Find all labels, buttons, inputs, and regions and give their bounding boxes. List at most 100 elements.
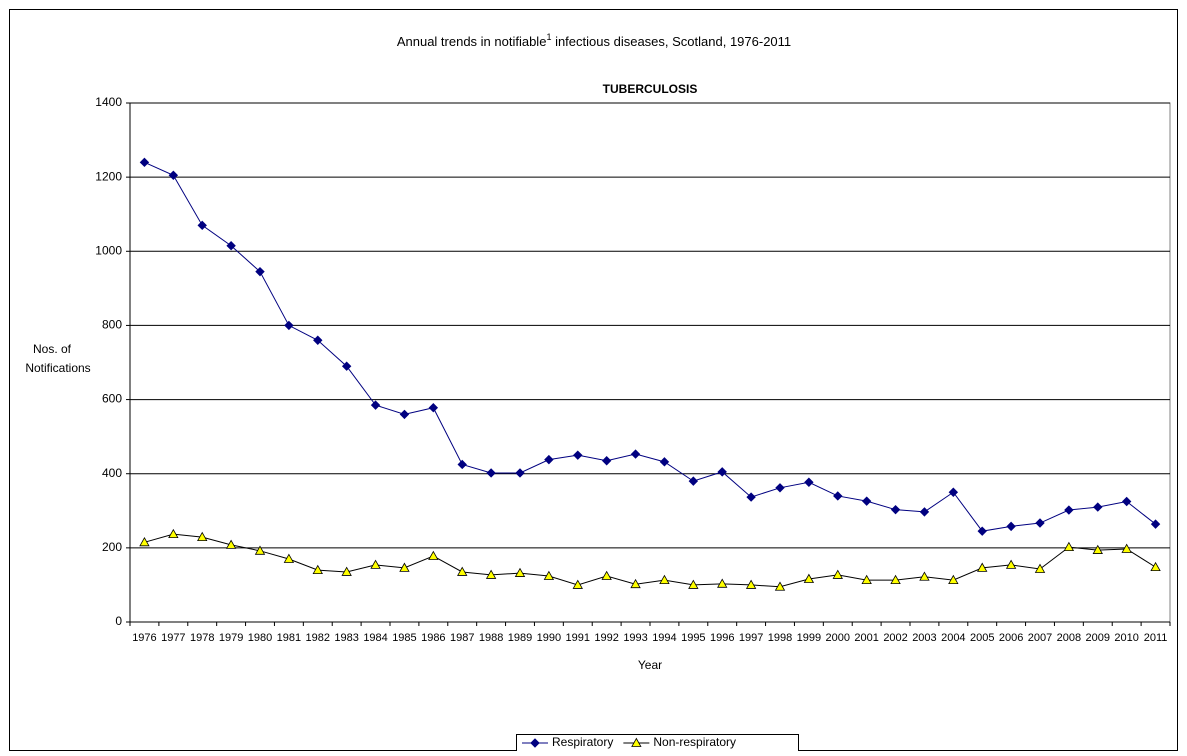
data-point bbox=[1121, 496, 1132, 507]
data-point bbox=[514, 567, 526, 577]
data-point bbox=[630, 578, 641, 589]
title-superscript: 1 bbox=[546, 32, 551, 42]
data-point bbox=[399, 409, 410, 420]
data-point bbox=[515, 468, 525, 478]
data-point bbox=[1092, 544, 1103, 554]
data-point bbox=[601, 456, 612, 466]
data-point bbox=[284, 320, 294, 331]
x-tick-label: 2011 bbox=[1144, 632, 1168, 644]
x-tick-label: 2003 bbox=[912, 632, 936, 644]
data-point bbox=[861, 574, 872, 585]
data-point bbox=[486, 468, 496, 478]
data-point bbox=[313, 335, 323, 345]
data-point bbox=[948, 487, 959, 497]
chart-title: Annual trends in notifiable1 infectious … bbox=[397, 32, 791, 49]
legend-label: Respiratory bbox=[552, 735, 613, 749]
data-point bbox=[428, 550, 439, 560]
x-tick-label: 1984 bbox=[363, 632, 387, 644]
data-point bbox=[1121, 543, 1132, 553]
data-point bbox=[1005, 559, 1017, 569]
legend-marker bbox=[631, 737, 642, 747]
chart-subtitle: TUBERCULOSIS bbox=[603, 82, 698, 96]
x-tick-label: 1976 bbox=[132, 632, 156, 644]
data-point bbox=[197, 531, 208, 542]
data-point bbox=[977, 562, 988, 572]
data-point bbox=[803, 573, 815, 583]
data-point bbox=[804, 477, 814, 487]
y-tick-label: 1000 bbox=[95, 243, 122, 257]
title-part: Annual trends in notifiable bbox=[397, 34, 547, 49]
data-point bbox=[485, 569, 497, 579]
data-point bbox=[572, 579, 583, 589]
data-point bbox=[833, 491, 843, 501]
y-tick-label: 800 bbox=[102, 318, 122, 332]
x-axis-label: Year bbox=[638, 658, 662, 672]
x-tick-label: 1981 bbox=[277, 632, 301, 644]
data-point bbox=[370, 400, 381, 410]
chart-frame bbox=[9, 9, 1178, 751]
data-point bbox=[659, 574, 670, 585]
x-tick-label: 2007 bbox=[1028, 632, 1052, 644]
data-point bbox=[890, 504, 901, 515]
data-point bbox=[341, 361, 352, 371]
data-point bbox=[832, 569, 843, 579]
x-tick-label: 1978 bbox=[190, 632, 214, 644]
data-point bbox=[1093, 502, 1103, 512]
data-point bbox=[861, 496, 872, 506]
data-point bbox=[428, 403, 439, 413]
x-tick-label: 1989 bbox=[508, 632, 532, 644]
y-axis-label: Nos. of bbox=[33, 342, 72, 356]
data-point bbox=[254, 545, 266, 555]
data-point bbox=[1150, 519, 1161, 529]
data-point bbox=[1064, 505, 1074, 515]
legend-label: Non-respiratory bbox=[653, 735, 736, 749]
x-tick-label: 1982 bbox=[306, 632, 330, 644]
x-tick-label: 2006 bbox=[999, 632, 1023, 644]
x-tick-label: 1994 bbox=[652, 632, 676, 644]
data-point bbox=[399, 562, 410, 572]
data-point bbox=[255, 266, 265, 277]
data-point bbox=[745, 579, 757, 589]
data-point bbox=[659, 457, 670, 467]
data-point bbox=[168, 528, 179, 539]
x-tick-label: 2010 bbox=[1114, 632, 1138, 644]
x-tick-label: 1986 bbox=[421, 632, 445, 644]
x-tick-label: 1987 bbox=[450, 632, 474, 644]
data-point bbox=[139, 157, 150, 168]
title-part: infectious diseases, Scotland, 1976-2011 bbox=[551, 34, 791, 49]
x-tick-label: 2004 bbox=[941, 632, 965, 644]
x-tick-label: 1980 bbox=[248, 632, 272, 644]
x-tick-label: 2001 bbox=[854, 632, 878, 644]
y-tick-label: 200 bbox=[102, 540, 122, 554]
series-line bbox=[144, 161, 1156, 532]
x-tick-label: 2008 bbox=[1057, 632, 1081, 644]
data-point bbox=[312, 564, 323, 574]
data-point bbox=[630, 449, 641, 459]
y-tick-label: 1400 bbox=[95, 95, 122, 109]
data-point bbox=[977, 526, 987, 536]
x-tick-label: 1985 bbox=[392, 632, 416, 644]
y-axis-label: Notifications bbox=[25, 361, 90, 375]
data-point bbox=[543, 570, 555, 580]
x-tick-label: 1991 bbox=[566, 632, 590, 644]
x-tick-label: 1995 bbox=[681, 632, 705, 644]
data-point bbox=[1034, 563, 1046, 573]
y-tick-label: 600 bbox=[102, 392, 122, 406]
data-point bbox=[457, 566, 468, 576]
data-point bbox=[544, 454, 554, 465]
legend-marker bbox=[530, 738, 540, 748]
x-tick-label: 1993 bbox=[623, 632, 647, 644]
data-point bbox=[775, 483, 785, 493]
series-line bbox=[144, 533, 1156, 588]
data-point bbox=[370, 559, 381, 569]
data-point bbox=[1006, 521, 1016, 532]
x-tick-label: 2005 bbox=[970, 632, 994, 644]
x-tick-label: 2009 bbox=[1086, 632, 1110, 644]
data-point bbox=[283, 553, 295, 563]
x-tick-label: 1999 bbox=[797, 632, 821, 644]
data-point bbox=[890, 574, 901, 585]
data-point bbox=[919, 507, 930, 517]
x-tick-label: 1983 bbox=[334, 632, 358, 644]
